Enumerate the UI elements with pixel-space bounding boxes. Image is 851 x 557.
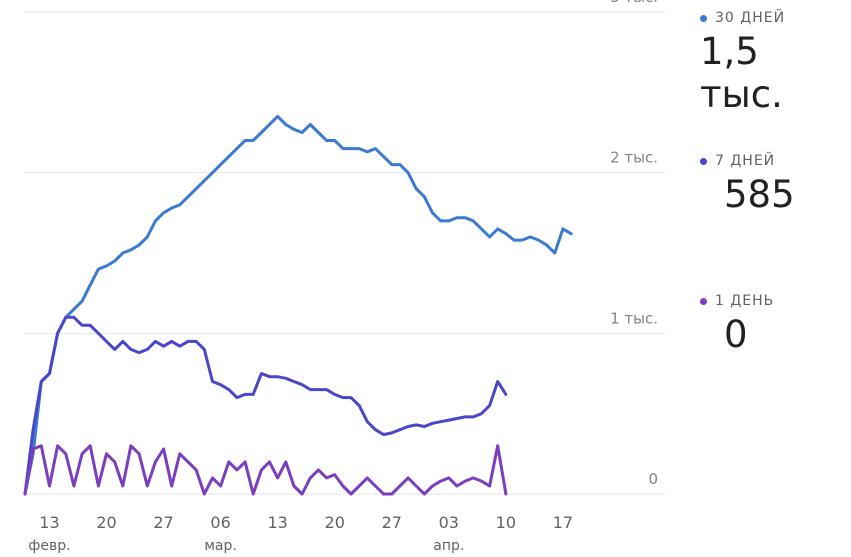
series-line-1-day bbox=[23, 444, 508, 496]
legend-name-7-days: 7 ДНЕЙ bbox=[715, 153, 776, 169]
legend-value-1-day: 0 bbox=[724, 313, 748, 356]
series-line-7-days bbox=[23, 315, 508, 496]
series-line-30-days bbox=[23, 114, 573, 496]
x-tick-label: 27 bbox=[153, 513, 173, 532]
legend-label-7-days: 7 ДНЕЙ bbox=[700, 153, 795, 169]
y-tick-label: 3 тыс. bbox=[610, 0, 658, 6]
legend-name-30-days: 30 ДНЕЙ bbox=[715, 10, 786, 26]
x-tick-label: 27 bbox=[382, 513, 402, 532]
x-tick-label: 06 bbox=[210, 513, 230, 532]
y-axis-tick-labels: 0 1 тыс. 2 тыс. 3 тыс. bbox=[610, 0, 658, 488]
x-month-label: февр. bbox=[28, 538, 70, 554]
y-tick-label: 1 тыс. bbox=[610, 309, 658, 327]
x-tick-label: 20 bbox=[325, 513, 345, 532]
x-month-label: апр. bbox=[433, 538, 464, 554]
legend-item-1-day[interactable]: 1 ДЕНЬ 0 bbox=[700, 293, 774, 356]
x-tick-label: 10 bbox=[496, 513, 516, 532]
grid-lines bbox=[25, 11, 665, 495]
legend-label-30-days: 30 ДНЕЙ bbox=[700, 10, 850, 26]
legend-dot-7-days-icon bbox=[700, 157, 707, 165]
x-tick-label: 03 bbox=[439, 513, 459, 532]
legend-dot-1-day-icon bbox=[700, 297, 707, 305]
legend-item-30-days[interactable]: 30 ДНЕЙ 1,5 тыс. bbox=[700, 10, 850, 116]
legend-name-1-day: 1 ДЕНЬ bbox=[715, 293, 775, 309]
x-tick-label: 20 bbox=[96, 513, 116, 532]
legend-value-7-days: 585 bbox=[724, 173, 795, 216]
x-axis-tick-labels: 13 февр. 20 27 06 мар. 13 20 27 03 апр. 10 17 bbox=[28, 513, 573, 554]
x-tick-label: 13 bbox=[267, 513, 287, 532]
y-tick-label: 2 тыс. bbox=[610, 149, 658, 167]
x-tick-label: 13 bbox=[39, 513, 59, 532]
legend-item-7-days[interactable]: 7 ДНЕЙ 585 bbox=[700, 153, 795, 216]
legend-value-30-days: 1,5 тыс. bbox=[700, 30, 783, 116]
series-lines bbox=[23, 114, 573, 496]
legend-label-1-day: 1 ДЕНЬ bbox=[700, 293, 774, 309]
y-tick-label: 0 bbox=[648, 470, 658, 488]
x-tick-label: 17 bbox=[553, 513, 573, 532]
legend-dot-30-days-icon bbox=[700, 14, 707, 22]
x-month-label: мар. bbox=[204, 538, 236, 554]
